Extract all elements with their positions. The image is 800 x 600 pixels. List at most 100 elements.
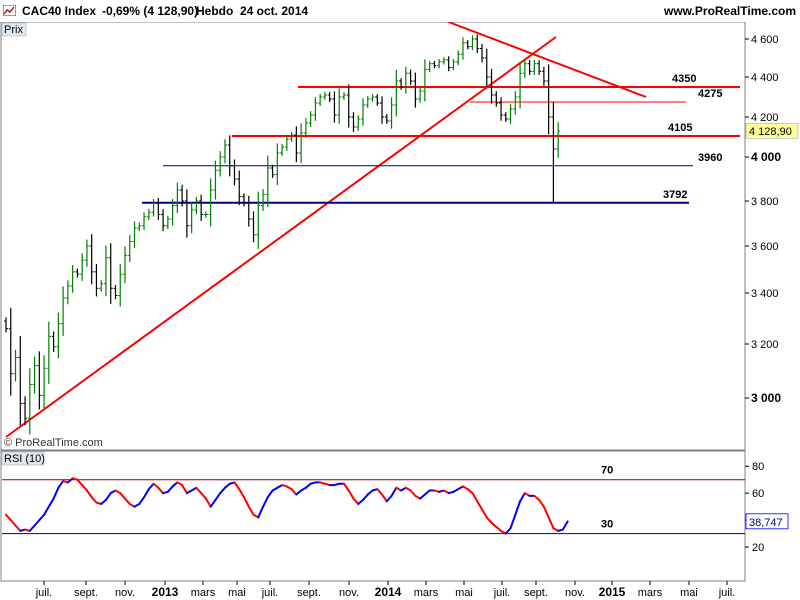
price-bar <box>441 57 446 65</box>
price-bar <box>127 235 132 263</box>
price-bar <box>318 94 323 106</box>
rsi-segment <box>38 513 46 522</box>
price-bar <box>189 202 194 234</box>
rsi-axis: 20406080 <box>745 461 764 554</box>
rsi-segment <box>85 489 93 499</box>
price-panel[interactable] <box>0 21 746 451</box>
rsi-segment <box>66 477 74 484</box>
price-bar <box>484 48 489 87</box>
rsi-bands: 70 30 <box>2 465 745 535</box>
price-bar <box>80 253 85 281</box>
rsi-segment <box>471 492 479 503</box>
rsi-segment <box>119 492 126 500</box>
price-bar <box>356 115 361 131</box>
rsi-segment <box>385 494 393 503</box>
rsi-segment <box>514 500 522 516</box>
price-bar <box>261 189 266 211</box>
rsi-tick-label: 20 <box>752 542 764 554</box>
time-tick-label: mars <box>638 587 663 599</box>
rsi-segment <box>476 500 483 511</box>
price-bar <box>165 215 170 229</box>
rsi-segment <box>238 488 245 499</box>
price-tick-label: 4 400 <box>751 72 779 84</box>
time-tick-label: juil. <box>35 587 53 599</box>
rsi-segment <box>247 505 255 516</box>
price-bar <box>275 143 280 186</box>
price-bar <box>451 59 456 71</box>
rsi-segment <box>181 484 188 495</box>
price-bar <box>161 209 166 232</box>
price-bar <box>408 69 413 85</box>
price-bar <box>303 118 308 138</box>
instrument-title: CAC40 Index <box>22 4 97 18</box>
watermark: © ProRealTime.com <box>4 437 103 449</box>
price-bar <box>546 64 551 135</box>
price-bar <box>294 126 299 163</box>
rsi-segment <box>147 482 155 491</box>
price-bar <box>327 92 332 102</box>
price-bar <box>332 91 337 123</box>
price-bar <box>446 56 451 72</box>
price-bar <box>170 199 175 226</box>
rsi-segment <box>519 492 526 503</box>
rsi-panel[interactable] <box>0 450 746 582</box>
price-bar <box>470 35 475 51</box>
rsi-segment <box>223 482 231 489</box>
price-bar <box>437 59 442 69</box>
rsi-segment <box>152 482 160 489</box>
rsi-segment <box>376 488 384 496</box>
price-bar <box>18 335 23 426</box>
price-bar <box>46 321 51 384</box>
price-bar <box>203 211 208 218</box>
price-bar <box>322 92 327 100</box>
price-bar <box>137 222 142 232</box>
price-bar <box>422 59 427 102</box>
rsi-segment <box>33 519 41 527</box>
time-tick-label: mai <box>680 587 698 599</box>
price-bar <box>394 69 399 117</box>
time-tick-label: 2014 <box>375 585 402 599</box>
rsi-segment <box>166 485 174 493</box>
rsi-segment <box>76 478 84 487</box>
time-tick-label: sept. <box>524 587 548 599</box>
time-tick-label: juil. <box>261 587 279 599</box>
price-bar <box>499 97 504 121</box>
price-bar <box>280 144 285 156</box>
price-bar <box>242 193 246 207</box>
rsi-segment <box>171 481 179 488</box>
price-bar <box>184 189 189 238</box>
price-bar <box>246 195 251 227</box>
rsi-band-label: 30 <box>601 519 613 531</box>
price-bar <box>251 211 256 243</box>
rsi-segment <box>352 497 360 505</box>
price-bar <box>413 72 418 108</box>
time-axis: juil. sept. nov. 2013 mars mai juil. sept. nov. 2… <box>35 581 735 599</box>
rsi-segment <box>390 486 398 497</box>
time-tick-label: sept. <box>74 587 98 599</box>
price-bar <box>42 355 47 409</box>
price-bar <box>346 84 351 128</box>
rsi-segment <box>200 492 207 500</box>
price-bar <box>527 60 532 75</box>
rsi-segment <box>266 489 274 499</box>
price-bar <box>537 60 542 75</box>
svg-text:4 128,90: 4 128,90 <box>749 126 792 138</box>
rsi-segment <box>100 498 107 505</box>
rsi-segment <box>381 493 388 503</box>
level-label: 3792 <box>663 189 687 201</box>
price-bar <box>180 184 185 207</box>
price-bar <box>465 40 470 50</box>
price-bar <box>132 221 137 249</box>
price-bar <box>156 197 161 220</box>
trend-lines <box>5 20 647 438</box>
price-tick-label: 4 600 <box>751 34 779 46</box>
price-bar <box>351 112 356 132</box>
time-tick-label: sept. <box>297 587 321 599</box>
rsi-segment <box>233 481 241 491</box>
last-price-tag: 4 128,90 <box>745 122 799 139</box>
rsi-segment <box>490 521 498 528</box>
level-label: 3960 <box>698 152 722 164</box>
time-tick-label: mai <box>455 587 473 599</box>
rsi-segment <box>485 516 493 524</box>
rsi-segment <box>243 496 250 508</box>
